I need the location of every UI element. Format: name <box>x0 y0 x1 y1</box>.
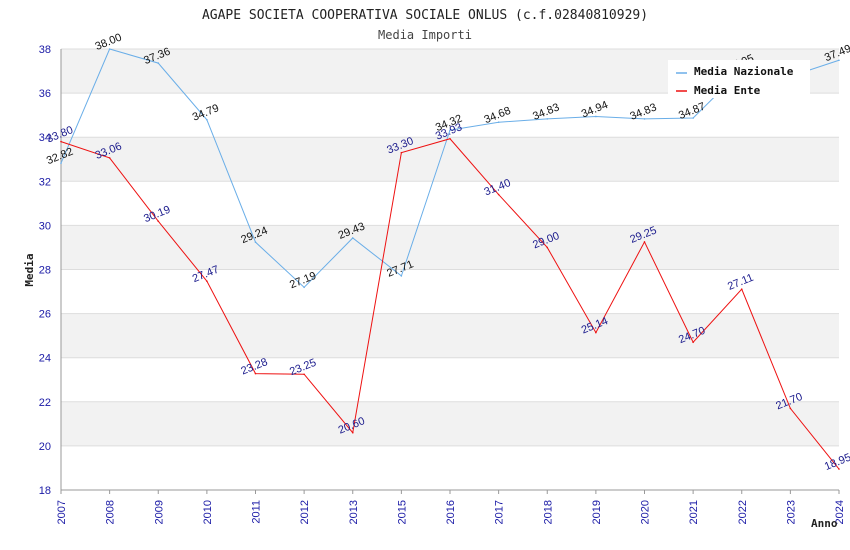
x-tick-label: 2018 <box>542 500 554 524</box>
x-tick-label: 2019 <box>591 500 603 524</box>
data-point <box>60 140 62 143</box>
plot-band <box>61 401 839 446</box>
x-tick-label: 2012 <box>299 500 311 524</box>
y-tick-label: 22 <box>39 397 51 409</box>
legend: Media Nazionale Media Ente <box>668 60 810 98</box>
data-point <box>595 115 597 118</box>
x-tick-label: 2013 <box>348 500 360 524</box>
x-tick-label: 2011 <box>251 500 263 524</box>
x-tick-label: 2017 <box>494 500 506 524</box>
data-point <box>449 129 451 131</box>
x-tick-label: 2022 <box>737 500 749 524</box>
data-point <box>497 193 500 196</box>
data-point <box>595 331 597 334</box>
x-tick-label: 2015 <box>396 500 408 524</box>
x-tick-label: 2016 <box>445 500 457 524</box>
legend-label-nazionale: Media Nazionale <box>694 65 794 78</box>
data-point <box>254 241 257 243</box>
y-tick-label: 20 <box>39 441 51 453</box>
y-tick-label: 18 <box>39 485 51 497</box>
data-point <box>60 162 62 165</box>
y-tick-label: 24 <box>39 353 51 365</box>
plot-bands <box>61 49 839 446</box>
chart-subtitle: Media Importi <box>378 28 472 42</box>
y-tick-label: 36 <box>39 88 51 100</box>
data-point <box>546 118 549 120</box>
x-tick-label: 2024 <box>834 500 846 524</box>
x-tick-label: 2020 <box>640 500 652 524</box>
data-label: 27.19 <box>288 270 318 291</box>
series-group <box>60 48 840 470</box>
data-label: 23.28 <box>239 356 269 377</box>
y-tick-label: 28 <box>39 265 51 277</box>
data-label: 34.87 <box>677 101 707 122</box>
plot-band <box>61 225 839 270</box>
y-axis-label: Media <box>23 253 36 286</box>
y-tick-label: 30 <box>39 220 51 232</box>
y-tick-label: 34 <box>39 132 51 144</box>
data-point <box>351 237 354 239</box>
data-point <box>789 407 792 410</box>
data-point <box>303 286 305 289</box>
y-axis-ticks: 18 20 22 24 26 28 30 32 34 36 38 <box>39 44 51 497</box>
data-point <box>740 288 743 290</box>
data-point <box>157 62 160 64</box>
data-point <box>546 246 549 249</box>
data-label: 30.19 <box>142 204 172 225</box>
plot-band <box>61 313 839 358</box>
data-point <box>497 121 500 124</box>
data-point <box>206 280 208 282</box>
data-point <box>643 118 646 120</box>
x-tick-label: 2021 <box>688 500 700 524</box>
x-tick-label: 2008 <box>105 500 117 524</box>
data-point <box>692 117 694 119</box>
data-point <box>449 137 451 140</box>
y-tick-label: 38 <box>39 44 51 56</box>
data-label: 34.83 <box>628 101 658 122</box>
x-tick-label: 2007 <box>56 500 68 524</box>
data-label: 34.83 <box>531 101 561 122</box>
data-point <box>400 275 403 277</box>
x-axis-ticks: 2007 2008 2009 2010 2011 2012 2013 2015 2016 2017… <box>56 490 846 524</box>
data-label: 23.25 <box>288 357 318 378</box>
data-point <box>108 157 111 159</box>
y-tick-label: 32 <box>39 176 51 188</box>
chart-title: AGAPE SOCIETA COOPERATIVA SOCIALE ONLUS … <box>202 8 648 23</box>
data-point <box>838 59 840 62</box>
data-label: 34.68 <box>482 105 512 126</box>
data-point <box>692 341 694 344</box>
data-point <box>643 241 646 243</box>
legend-label-ente: Media Ente <box>694 84 761 97</box>
data-point <box>351 431 354 434</box>
data-point <box>157 220 160 223</box>
legend-box <box>668 60 810 98</box>
data-point <box>206 118 208 121</box>
plot-band <box>61 137 839 182</box>
data-point <box>303 373 305 376</box>
x-axis-label: Anno <box>811 517 838 530</box>
y-tick-label: 26 <box>39 309 51 321</box>
data-point <box>838 468 840 470</box>
x-tick-label: 2009 <box>153 500 165 524</box>
x-tick-label: 2010 <box>202 500 214 524</box>
data-point <box>254 372 257 375</box>
data-point <box>400 151 403 154</box>
data-point <box>108 48 111 50</box>
x-tick-label: 2023 <box>785 500 797 524</box>
